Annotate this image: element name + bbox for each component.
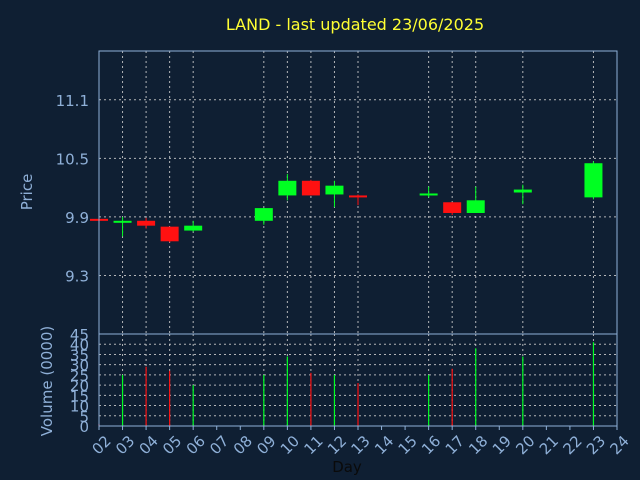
candle-body [466,200,485,213]
volume-tick-label: 15 [70,387,89,405]
volume-axis-label: Volume (0000) [38,326,56,436]
x-tick-label: 19 [489,432,515,458]
x-tick-label: 23 [583,432,609,458]
x-tick-label: 06 [183,432,209,458]
candle-body [137,220,156,226]
candle-body [443,202,462,213]
price-tick-label: 9.3 [65,267,89,285]
x-tick-label: 20 [512,432,538,458]
volume-panel: 0510152025303540450203040506070809101112… [70,326,633,458]
candle-body [184,225,203,231]
candle-body [419,193,438,196]
candle-body [278,180,297,196]
volume-tick-label: 35 [70,346,89,364]
candle-body [160,226,179,242]
volume-tick-label: 40 [70,336,89,354]
chart-title: LAND - last updated 23/06/2025 [226,15,484,34]
price-tick-label: 11.1 [56,92,89,110]
x-tick-label: 03 [112,432,138,458]
volume-tick-label: 10 [70,398,89,416]
x-tick-label: 16 [418,432,444,458]
volume-tick-label: 5 [79,408,89,426]
candle-body [113,220,132,223]
x-tick-label: 18 [465,432,491,458]
x-tick-label: 21 [536,432,562,458]
candle-body [254,208,273,221]
x-tick-label: 13 [348,432,374,458]
x-tick-label: 22 [559,432,585,458]
candle-body [513,189,532,193]
price-panel: 9.3 9.9 10.5 11.1 [56,50,618,335]
x-tick-label: 08 [230,432,256,458]
price-tick-label: 10.5 [56,150,89,168]
x-tick-label: 15 [395,432,421,458]
x-tick-label: 04 [136,432,162,458]
x-tick-label: 11 [300,432,326,458]
candle-body [325,185,344,195]
x-tick-label: 14 [371,432,397,458]
x-tick-label: 09 [253,432,279,458]
volume-tick-label: 25 [70,367,89,385]
candle-body [349,195,367,198]
x-tick-label: 07 [206,432,232,458]
volume-tick-label: 20 [70,377,89,395]
x-tick-label: 05 [159,432,185,458]
candle-body [584,163,603,198]
volume-tick-label: 0 [79,418,89,436]
x-axis-label: Day [332,458,362,476]
price-axis-label: Price [18,174,36,211]
price-tick-label: 9.9 [65,209,89,227]
candle-body [301,180,320,196]
volume-tick-label: 30 [70,357,89,375]
x-tick-label: 24 [607,432,633,458]
x-tick-label: 10 [277,432,303,458]
x-tick-label: 02 [89,432,115,458]
x-tick-label: 12 [324,432,350,458]
x-tick-label: 17 [442,432,468,458]
volume-tick-label: 45 [70,326,89,344]
